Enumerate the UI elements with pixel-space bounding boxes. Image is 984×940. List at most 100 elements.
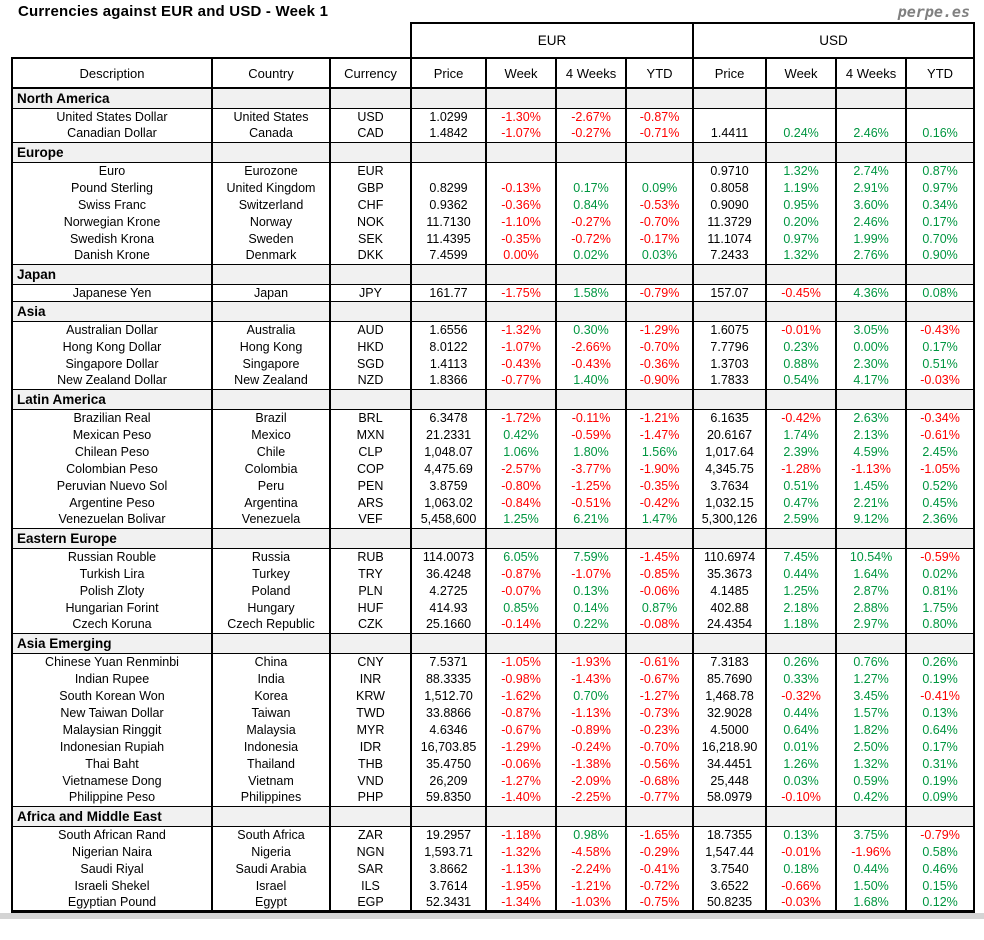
country-cell: Korea	[211, 687, 331, 704]
eur-price-cell: 7.5371	[410, 653, 488, 670]
column-header-country: Country	[211, 57, 331, 89]
eur-price-cell: 8.0122	[410, 338, 488, 355]
eur-week-cell: -1.32%	[485, 843, 558, 860]
section-filler-cell	[555, 141, 628, 163]
eur-week-cell: 0.85%	[485, 599, 558, 616]
usd-ytd-cell: 0.90%	[905, 247, 976, 264]
description-cell: Australian Dollar	[11, 321, 213, 338]
currency-code-cell: TRY	[328, 565, 413, 582]
usd-4weeks-cell: 2.88%	[835, 599, 908, 616]
section-title: Latin America	[11, 388, 213, 410]
eur-ytd-cell	[625, 162, 695, 179]
currency-code-cell: PHP	[328, 789, 413, 806]
usd-week-cell: 0.20%	[765, 213, 838, 230]
section-filler-cell	[555, 632, 628, 654]
section-filler-cell	[211, 300, 331, 322]
group-header-usd: USD	[692, 22, 976, 59]
usd-price-cell: 1,032.15	[692, 494, 768, 511]
section-filler-cell	[328, 805, 413, 827]
usd-price-cell: 1.3703	[692, 355, 768, 372]
usd-ytd-cell: 0.52%	[905, 477, 976, 494]
description-cell: Hong Kong Dollar	[11, 338, 213, 355]
usd-ytd-cell: 0.19%	[905, 670, 976, 687]
usd-4weeks-cell: 1.64%	[835, 565, 908, 582]
currency-code-cell: CAD	[328, 125, 413, 142]
currency-row: Hong Kong Dollar Hong Kong HKD 8.0122 -1.07%…	[11, 338, 976, 355]
usd-4weeks-cell: 0.59%	[835, 772, 908, 789]
eur-4weeks-cell: -0.72%	[555, 230, 628, 247]
usd-price-cell: 85.7690	[692, 670, 768, 687]
eur-week-cell: -1.07%	[485, 125, 558, 142]
eur-week-cell: 1.25%	[485, 511, 558, 528]
usd-4weeks-cell: 2.30%	[835, 355, 908, 372]
section-filler-cell	[410, 805, 488, 827]
eur-price-cell: 16,703.85	[410, 738, 488, 755]
section-filler-cell	[905, 87, 976, 109]
usd-week-cell: 1.25%	[765, 582, 838, 599]
eur-ytd-cell: 0.09%	[625, 179, 695, 196]
eur-price-cell: 33.8866	[410, 704, 488, 721]
description-cell: Swiss Franc	[11, 196, 213, 213]
currency-code-cell: RUB	[328, 548, 413, 565]
eur-ytd-cell: -0.70%	[625, 338, 695, 355]
currency-code-cell: GBP	[328, 179, 413, 196]
eur-price-cell: 114.0073	[410, 548, 488, 565]
section-filler-cell	[765, 300, 838, 322]
eur-ytd-cell: -0.17%	[625, 230, 695, 247]
eur-price-cell: 1,063.02	[410, 494, 488, 511]
section-filler-cell	[905, 632, 976, 654]
country-cell: Russia	[211, 548, 331, 565]
eur-week-cell: -1.95%	[485, 877, 558, 894]
currency-code-cell: INR	[328, 670, 413, 687]
eur-price-cell: 52.3431	[410, 894, 488, 913]
usd-ytd-cell: 0.70%	[905, 230, 976, 247]
currency-row: Philippine Peso Philippines PHP 59.8350 -1.4…	[11, 789, 976, 806]
usd-price-cell: 34.4451	[692, 755, 768, 772]
section-filler-cell	[692, 141, 768, 163]
eur-ytd-cell: -0.06%	[625, 582, 695, 599]
country-cell: Saudi Arabia	[211, 860, 331, 877]
section-filler-cell	[625, 300, 695, 322]
eur-4weeks-cell: 0.30%	[555, 321, 628, 338]
section-filler-cell	[555, 388, 628, 410]
usd-4weeks-cell: 9.12%	[835, 511, 908, 528]
currency-row: Saudi Riyal Saudi Arabia SAR 3.8662 -1.13% -2…	[11, 860, 976, 877]
description-cell: Pound Sterling	[11, 179, 213, 196]
currency-row: Russian Rouble Russia RUB 114.0073 6.05% 7.59…	[11, 548, 976, 565]
eur-price-cell: 414.93	[410, 599, 488, 616]
eur-4weeks-cell: 1.58%	[555, 284, 628, 301]
country-cell: Brazil	[211, 409, 331, 426]
usd-ytd-cell: 0.80%	[905, 616, 976, 633]
currency-row: Vietnamese Dong Vietnam VND 26,209 -1.27% -2.…	[11, 772, 976, 789]
section-filler-cell	[485, 87, 558, 109]
usd-price-cell: 35.3673	[692, 565, 768, 582]
usd-ytd-cell: 0.51%	[905, 355, 976, 372]
usd-week-cell: 0.97%	[765, 230, 838, 247]
eur-ytd-cell: 0.87%	[625, 599, 695, 616]
eur-ytd-cell: -0.53%	[625, 196, 695, 213]
eur-4weeks-cell: -1.03%	[555, 894, 628, 913]
usd-week-cell: 0.18%	[765, 860, 838, 877]
usd-ytd-cell: -0.59%	[905, 548, 976, 565]
eur-price-cell: 36.4248	[410, 565, 488, 582]
section-filler-cell	[328, 300, 413, 322]
eur-price-cell: 3.8759	[410, 477, 488, 494]
section-row: Japan	[11, 263, 976, 285]
currency-code-cell: DKK	[328, 247, 413, 264]
eur-price-cell: 4.2725	[410, 582, 488, 599]
usd-ytd-cell: -0.61%	[905, 426, 976, 443]
page-title: Currencies against EUR and USD - Week 1	[18, 3, 329, 20]
usd-ytd-cell: 0.08%	[905, 284, 976, 301]
currency-code-cell: VND	[328, 772, 413, 789]
description-cell: Hungarian Forint	[11, 599, 213, 616]
description-cell: Mexican Peso	[11, 426, 213, 443]
country-cell: India	[211, 670, 331, 687]
currency-row: Indian Rupee India INR 88.3335 -0.98% -1.43% -…	[11, 670, 976, 687]
usd-4weeks-cell: 2.76%	[835, 247, 908, 264]
usd-price-cell: 4,345.75	[692, 460, 768, 477]
section-filler-cell	[765, 632, 838, 654]
eur-week-cell: 0.00%	[485, 247, 558, 264]
section-filler-cell	[692, 388, 768, 410]
eur-ytd-cell: -0.67%	[625, 670, 695, 687]
usd-price-cell: 32.9028	[692, 704, 768, 721]
